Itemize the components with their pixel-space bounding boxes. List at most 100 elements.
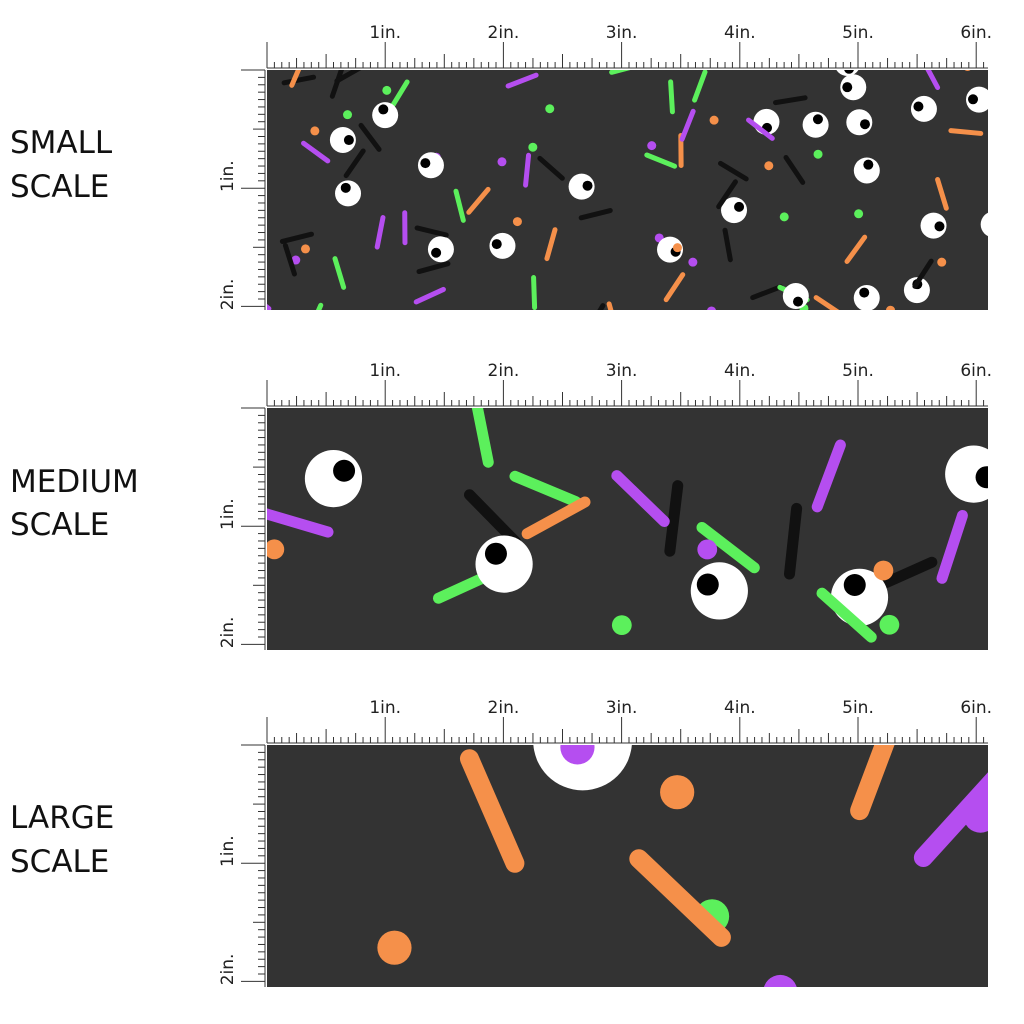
sprinkle <box>925 70 941 91</box>
dot <box>963 798 988 833</box>
dot <box>660 775 695 810</box>
sprinkle <box>358 122 382 152</box>
sprinkle <box>811 439 846 513</box>
dot <box>886 305 896 310</box>
pupil <box>844 70 854 74</box>
fabric-pattern <box>246 57 997 313</box>
ruler-label: 1in. <box>369 361 401 381</box>
scale-label: LARGE <box>10 800 114 836</box>
pupil <box>734 201 745 212</box>
pupil <box>551 703 589 741</box>
sprinkle <box>509 470 582 508</box>
dot <box>813 149 823 159</box>
eyeball <box>920 212 947 239</box>
dot <box>873 560 894 581</box>
dot <box>854 209 864 219</box>
dot <box>697 539 718 560</box>
eyeball <box>853 157 880 184</box>
sprinkle <box>783 154 806 185</box>
pupil <box>843 573 866 596</box>
sprinkle <box>523 152 532 188</box>
pupil <box>343 135 354 146</box>
sprinkle <box>850 745 895 821</box>
scale-label: MEDIUM <box>10 464 139 500</box>
sprinkle <box>844 234 868 264</box>
pupil <box>859 287 870 298</box>
ruler-label: 1in. <box>218 835 238 867</box>
sprinkle <box>282 242 297 277</box>
pupil <box>491 239 502 250</box>
pupil <box>420 158 431 169</box>
sprinkle <box>374 215 386 250</box>
sprinkle <box>388 79 410 111</box>
dot <box>528 142 538 152</box>
scale-label: SCALE <box>10 844 109 880</box>
ruler-label: 4in. <box>724 23 756 43</box>
ruler-label: 6in. <box>960 698 992 718</box>
sprinkle <box>746 117 775 141</box>
sprinkle <box>644 152 678 169</box>
sprinkle <box>246 57 275 65</box>
ruler-label: 3in. <box>606 698 638 718</box>
fabric-pattern <box>267 408 988 650</box>
sprinkle <box>813 295 840 310</box>
eyeball <box>840 74 867 101</box>
eyeball <box>427 236 454 263</box>
pupil <box>863 159 874 170</box>
sprinkle <box>664 480 684 557</box>
sprinkle <box>696 522 760 574</box>
ruler-label: 1in. <box>218 160 238 192</box>
sprinkle <box>718 160 749 182</box>
sprinkle <box>578 208 613 221</box>
sprinkle <box>816 587 877 643</box>
eyeball <box>475 535 533 593</box>
scale-label: SCALE <box>10 169 109 205</box>
sprinkle <box>611 470 670 528</box>
dot <box>988 304 997 313</box>
ruler-label: 4in. <box>724 361 756 381</box>
pupil <box>913 101 924 112</box>
sprinkle <box>505 72 539 89</box>
sprinkle <box>413 286 446 305</box>
eyeball <box>329 126 356 153</box>
ruler-label: 6in. <box>960 23 992 43</box>
ruler-label: 2in. <box>488 361 520 381</box>
sprinkle <box>447 59 476 66</box>
sprinkle <box>416 261 451 275</box>
sprinkle <box>663 272 686 303</box>
pupil <box>975 466 988 489</box>
sprinkle <box>692 70 708 103</box>
sprinkle <box>301 140 331 164</box>
dot <box>647 141 657 151</box>
scale-panel: SMALL SCALE 1in. 2in. 3in. 4in. 5in. 6in. 1in. 2i… <box>10 23 997 313</box>
dot <box>879 614 900 635</box>
pupil <box>696 573 719 596</box>
pupil <box>582 180 593 191</box>
pupil <box>340 182 351 193</box>
scale-label: SCALE <box>10 507 109 543</box>
fabric-background <box>267 70 988 310</box>
pupil <box>431 247 442 258</box>
sprinkle <box>453 188 466 223</box>
sprinkle <box>343 148 366 179</box>
eyeball <box>304 450 363 508</box>
ruler-label: 2in. <box>218 954 238 986</box>
dot <box>779 212 789 222</box>
sprinkle <box>936 510 968 584</box>
ruler-label: 1in. <box>369 698 401 718</box>
pupil <box>934 221 945 232</box>
sprinkle <box>606 301 614 310</box>
dot <box>672 243 682 253</box>
sprinkle <box>783 502 803 580</box>
eyeball <box>945 445 988 503</box>
dot <box>343 110 353 120</box>
sprinkle <box>537 155 565 181</box>
dot <box>310 126 320 136</box>
sprinkle <box>722 227 733 263</box>
sprinkle <box>772 95 808 106</box>
ruler-label: 1in. <box>218 498 238 530</box>
sprinkle <box>334 70 362 84</box>
sprinkle <box>289 70 302 88</box>
ruler-label: 3in. <box>606 23 638 43</box>
